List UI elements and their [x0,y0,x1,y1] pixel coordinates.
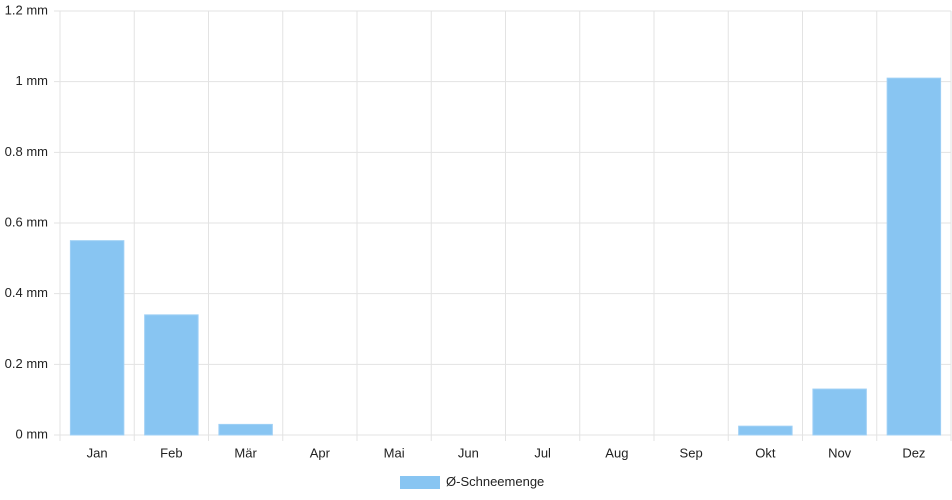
y-tick-label: 0.4 mm [5,285,48,300]
x-tick-label: Aug [605,445,628,460]
x-tick-label: Dez [902,445,925,460]
y-tick-label: 0.8 mm [5,144,48,159]
x-tick-label: Mär [234,445,257,460]
x-tick-label: Apr [310,445,331,460]
x-tick-label: Feb [160,445,182,460]
bar [886,77,942,436]
x-tick-label: Sep [680,445,703,460]
bar [738,425,793,436]
y-tick-label: 1.2 mm [5,2,48,17]
x-tick-label: Nov [828,445,852,460]
legend-swatch [400,476,440,489]
y-tick-label: 0.6 mm [5,214,48,229]
x-tick-label: Jan [87,445,108,460]
bar [218,423,273,436]
x-tick-label: Jun [458,445,479,460]
y-tick-label: 0 mm [16,426,49,441]
y-tick-label: 1 mm [16,73,49,88]
x-tick-label: Jul [534,445,551,460]
x-tick-label: Mai [384,445,405,460]
bar [144,314,199,436]
x-tick-label: Okt [755,445,776,460]
legend-label: Ø-Schneemenge [446,474,544,489]
bar [812,388,867,436]
y-tick-label: 0.2 mm [5,356,48,371]
bar [69,240,125,436]
